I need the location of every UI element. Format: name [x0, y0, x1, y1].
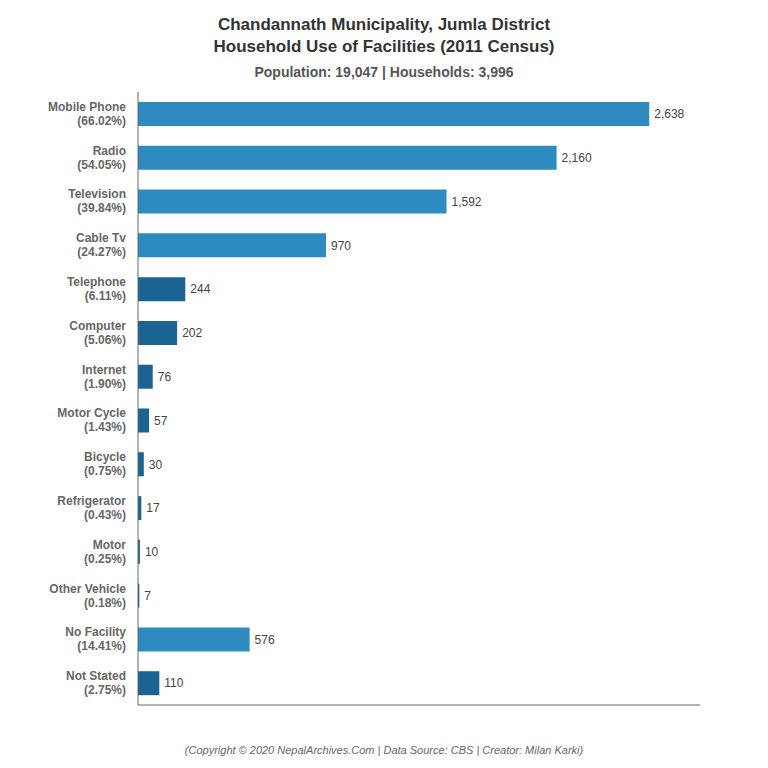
svg-text:Motor(0.25%): Motor(0.25%) — [84, 538, 126, 566]
svg-text:17: 17 — [146, 501, 160, 515]
svg-text:970: 970 — [331, 239, 351, 253]
svg-text:Motor Cycle(1.43%): Motor Cycle(1.43%) — [57, 406, 126, 434]
svg-text:1,592: 1,592 — [452, 195, 482, 209]
svg-text:Bicycle(0.75%): Bicycle(0.75%) — [84, 450, 126, 478]
svg-text:2,160: 2,160 — [562, 151, 592, 165]
svg-text:57: 57 — [154, 414, 168, 428]
svg-text:76: 76 — [158, 370, 172, 384]
svg-text:Cable Tv(24.27%): Cable Tv(24.27%) — [76, 231, 126, 259]
svg-text:Radio(54.05%): Radio(54.05%) — [77, 144, 126, 172]
svg-text:Other Vehicle(0.18%): Other Vehicle(0.18%) — [49, 582, 126, 610]
svg-text:10: 10 — [145, 545, 159, 559]
html-text:Household Use of Facilities (2: Household Use of Facilities (2011 Census… — [213, 37, 555, 56]
svg-text:7: 7 — [144, 589, 151, 603]
svg-text:30: 30 — [149, 458, 163, 472]
svg-text:Mobile Phone(66.02%): Mobile Phone(66.02%) — [48, 100, 126, 128]
svg-text:Telephone(6.11%): Telephone(6.11%) — [67, 275, 126, 303]
svg-text:2,638: 2,638 — [654, 107, 684, 121]
svg-text:110: 110 — [164, 676, 183, 690]
svg-text:Television(39.84%): Television(39.84%) — [68, 187, 126, 215]
svg-text:Refrigerator(0.43%): Refrigerator(0.43%) — [57, 494, 126, 522]
svg-text:Computer(5.06%): Computer(5.06%) — [69, 319, 126, 347]
svg-text:202: 202 — [182, 326, 202, 340]
svg-text:Internet(1.90%): Internet(1.90%) — [82, 363, 126, 391]
html-text:Population: 19,047 | Household: Population: 19,047 | Households: 3,996 — [254, 64, 514, 80]
svg-text:Not Stated(2.75%): Not Stated(2.75%) — [66, 669, 126, 697]
html-text:Chandannath Municipality, Juml: Chandannath Municipality, Jumla District — [217, 15, 551, 34]
svg-text:No Facility(14.41%): No Facility(14.41%) — [65, 625, 126, 653]
html-text:(Copyright © 2020 NepalArchive: (Copyright © 2020 NepalArchives.Com | Da… — [184, 744, 584, 756]
svg-text:244: 244 — [190, 282, 210, 296]
svg-text:576: 576 — [255, 633, 275, 647]
